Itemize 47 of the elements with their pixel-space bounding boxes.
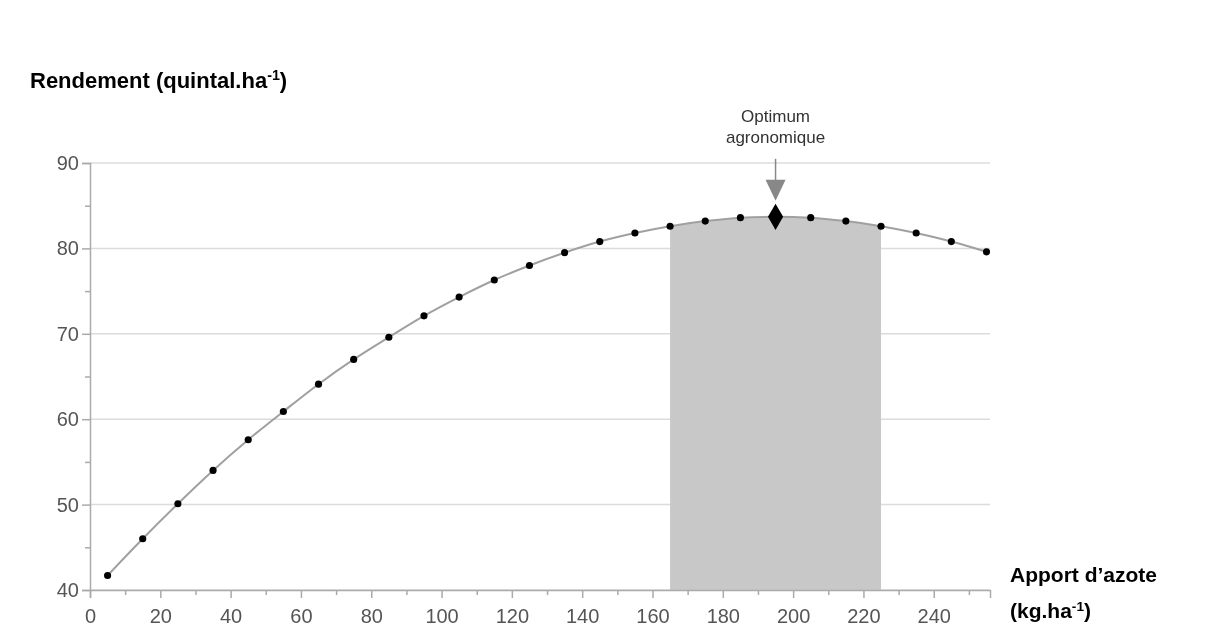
point	[631, 229, 639, 237]
y-axis-title: Rendement (quintal.ha$^{-1}$)	[30, 67, 288, 93]
point	[736, 214, 744, 222]
point	[701, 217, 709, 225]
point	[912, 229, 920, 237]
point	[525, 261, 534, 270]
x-tick-label: 80	[360, 605, 383, 627]
point	[279, 407, 287, 416]
x-tick-label: 240	[917, 605, 951, 627]
x-tick-label: 120	[495, 605, 530, 627]
point	[596, 238, 604, 246]
point	[174, 500, 182, 508]
y-tick-label: 80	[56, 237, 79, 260]
point	[561, 249, 569, 257]
y-tick-label: 40	[56, 578, 79, 601]
y-tick-label: 90	[56, 151, 79, 174]
point	[350, 355, 358, 363]
text: Optimum agronomique	[725, 106, 826, 148]
x-tick-label: 180	[706, 605, 740, 627]
x-tick-label: 200	[776, 605, 811, 627]
y-tick-label: 50	[56, 493, 79, 516]
point	[420, 312, 428, 320]
point	[947, 238, 955, 246]
point	[982, 248, 991, 256]
point	[842, 217, 850, 225]
point	[666, 222, 674, 230]
x-tick-label: 20	[149, 605, 172, 627]
x-tick-label: 220	[847, 605, 881, 627]
point	[209, 466, 217, 474]
x-tick-label: 100	[425, 605, 459, 627]
point	[455, 293, 463, 301]
x-axis-title: Apport d’azote (kg.ha$^{-1}$)	[1010, 563, 1157, 622]
point	[104, 571, 112, 580]
point	[877, 222, 885, 230]
y-tick-label: 70	[56, 322, 79, 345]
point	[490, 276, 498, 284]
x-tick-label: 140	[566, 605, 600, 627]
x-tick-label: 40	[220, 605, 243, 627]
point	[807, 214, 815, 222]
x-tick-label: 60	[290, 605, 313, 627]
x-tick-label: 0	[84, 605, 97, 627]
point	[385, 333, 393, 341]
point	[244, 436, 252, 444]
x-tick-label: 160	[636, 605, 670, 627]
y-tick-label: 60	[56, 408, 79, 431]
point	[314, 380, 323, 388]
point	[139, 535, 147, 543]
